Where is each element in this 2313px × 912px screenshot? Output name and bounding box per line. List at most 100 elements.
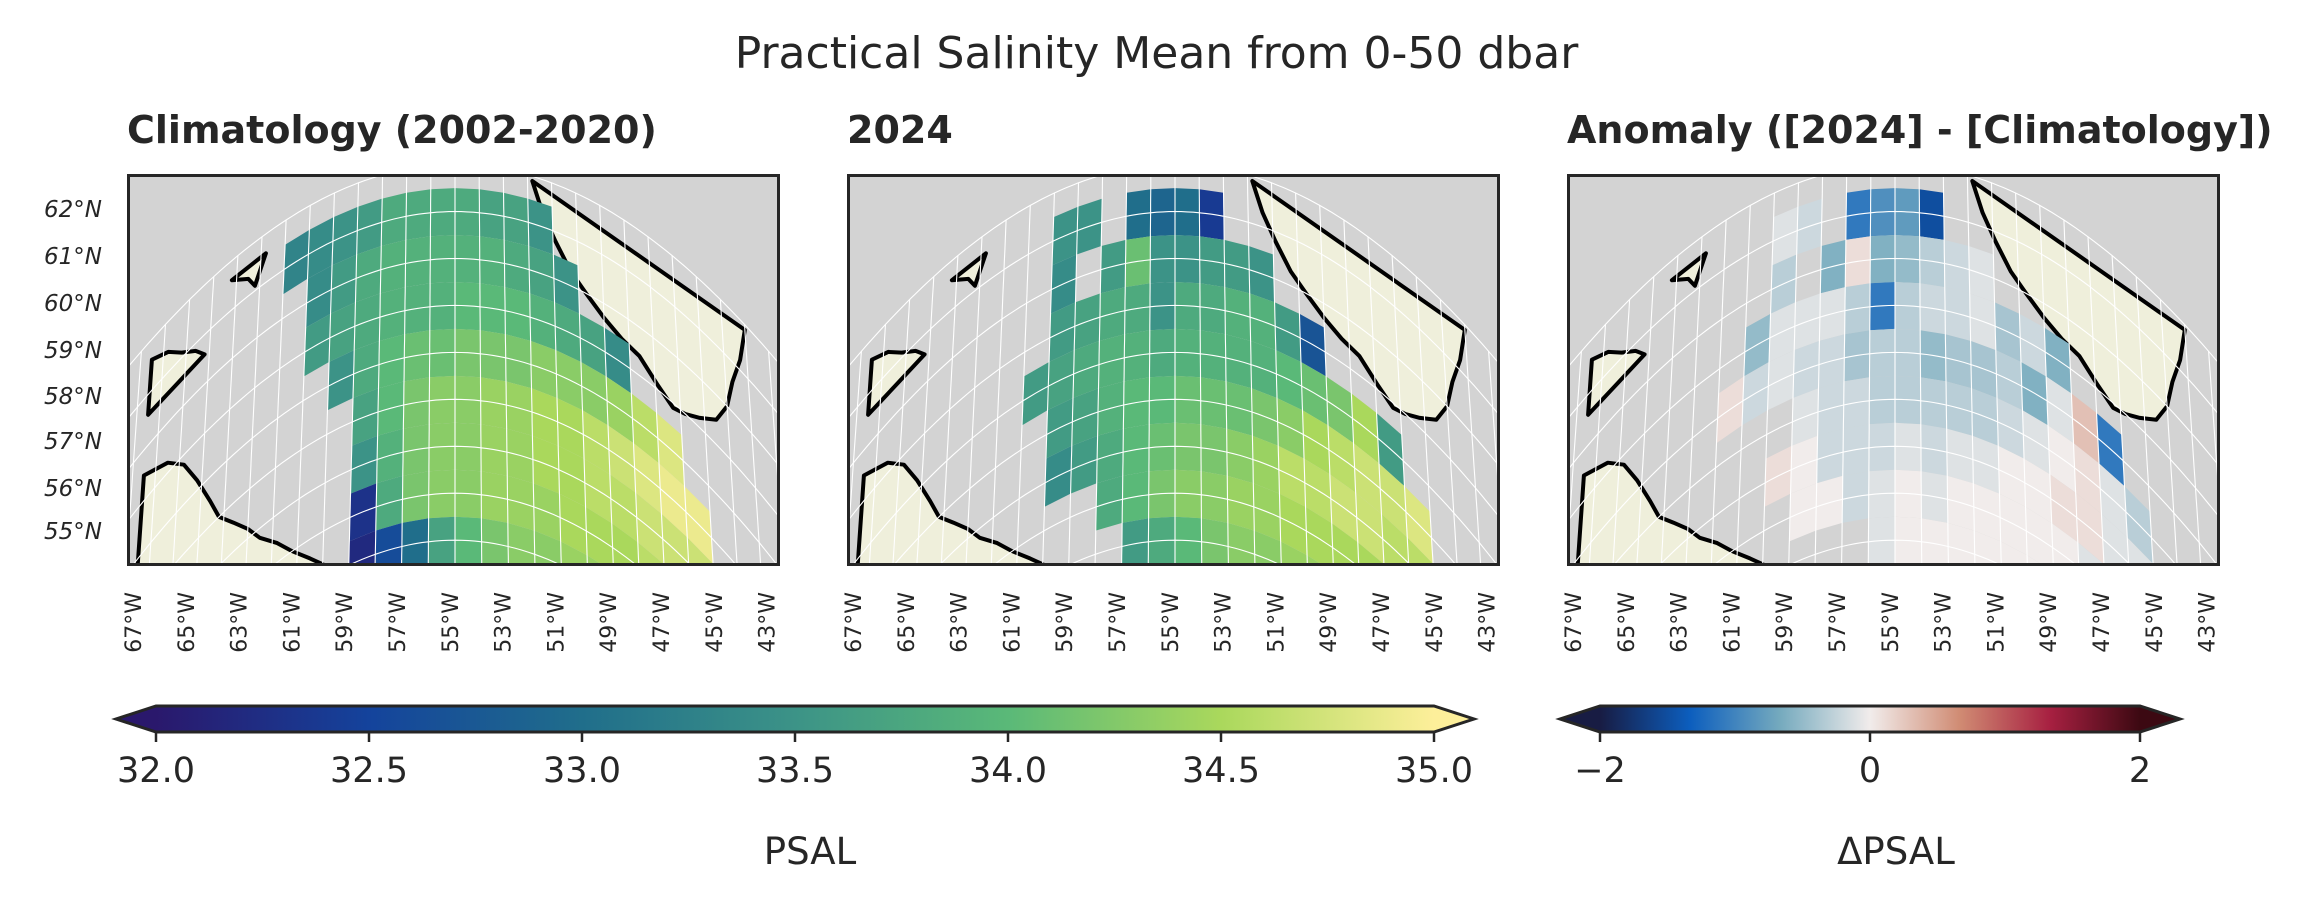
parallel [847, 174, 1500, 370]
colorbar-label-psal: PSAL [763, 830, 857, 873]
meridian [2063, 219, 2080, 566]
meridian [2159, 299, 2178, 566]
meridian [127, 351, 142, 562]
meridian [296, 205, 311, 566]
meridian [2208, 351, 2220, 520]
colorbar-extend-high [2140, 706, 2180, 732]
meridian [695, 276, 714, 566]
lon-tick-label: 61°W [1720, 592, 1745, 653]
meridian [1762, 192, 1775, 566]
parallel [1612, 398, 2178, 566]
meridian [1246, 174, 1256, 566]
meridian [2183, 324, 2202, 566]
parallel [271, 492, 639, 566]
meridian [847, 351, 862, 562]
colorbar-tick-label: 34.0 [969, 751, 1047, 791]
data-cell [481, 518, 509, 566]
meridian [1710, 219, 1727, 566]
lon-tick-label: 57°W [1106, 592, 1131, 653]
lon-tick-label: 55°W [439, 592, 464, 653]
lon-tick-label: 47°W [1370, 592, 1395, 653]
lon-tick-label: 61°W [1000, 592, 1025, 653]
map-panel-0 [127, 174, 780, 566]
lat-tick-label: 62°N [44, 197, 102, 223]
data-cell [1331, 523, 1359, 566]
lon-tick-label: 63°W [228, 592, 253, 653]
lon-tick-label: 65°W [1615, 592, 1640, 653]
parallel [991, 492, 1359, 566]
lon-tick-label: 55°W [1159, 592, 1184, 653]
lon-tick-label: 43°W [2196, 592, 2221, 653]
data-cell [2077, 542, 2104, 566]
panel-title-2024: 2024 [847, 108, 953, 152]
lon-tick-label: 49°W [597, 592, 622, 653]
meridian [647, 236, 665, 566]
map-frame [847, 174, 1500, 566]
parallel [1567, 174, 2220, 370]
data-cell [2051, 523, 2079, 566]
landmass-labrador [1575, 460, 1772, 566]
meridian [1367, 236, 1385, 566]
landmass-baffin-east [949, 251, 988, 288]
lon-tick-label: 67°W [122, 592, 147, 653]
colorbar-tick-label: 35.0 [1395, 751, 1473, 791]
lon-tick-label: 67°W [1562, 592, 1587, 653]
data-cell [1381, 513, 1409, 566]
lon-tick-label: 57°W [1826, 592, 1851, 653]
data-cell [611, 523, 639, 566]
lon-tick-label: 63°W [1668, 592, 1693, 653]
data-cell [1921, 518, 1949, 566]
data-cell [2000, 541, 2028, 566]
meridian [502, 174, 509, 566]
parallel [847, 304, 1500, 523]
meridian [1942, 174, 1949, 566]
meridian [743, 324, 762, 566]
meridian [1867, 174, 1872, 566]
data-cell [1121, 518, 1149, 566]
parallel [847, 257, 1500, 472]
meridian [990, 219, 1007, 566]
parallel [1567, 211, 2220, 421]
meridian [1612, 299, 1631, 566]
parallel [1657, 445, 2133, 566]
colorbar-extend-high [1434, 706, 1474, 732]
meridian [1567, 351, 1582, 562]
meridian [1660, 255, 1679, 566]
colorbar-tick-label: −2 [1574, 751, 1626, 791]
colorbar-tick-label: 33.0 [543, 751, 621, 791]
meridian [1588, 324, 1607, 566]
meridian [1918, 174, 1923, 566]
parallel [892, 398, 1458, 566]
colorbar-extend-low [1560, 706, 1600, 732]
lon-tick-label: 65°W [175, 592, 200, 653]
colorbar-tick-label: 33.5 [756, 751, 834, 791]
colorbar-gradient [1600, 706, 2140, 732]
data-cell [401, 518, 429, 566]
meridian [768, 351, 780, 520]
meridian [1319, 205, 1334, 566]
colorbar-psal: 32.0 32.5 33.0 33.5 34.0 34.5 35.0 [111, 704, 1479, 791]
meridian [1198, 174, 1203, 566]
parallel [937, 445, 1413, 566]
parallel [1065, 539, 1285, 566]
meridian [196, 276, 215, 566]
map-panel-2 [1567, 174, 2220, 566]
figure-title: Practical Salinity Mean from 0-50 dbar [734, 28, 1579, 79]
meridian [1841, 174, 1848, 566]
meridian [2087, 236, 2105, 566]
landmass-labrador [855, 460, 1052, 566]
parallel [847, 211, 1500, 421]
lon-tick-label: 55°W [1879, 592, 1904, 653]
lon-tick-label: 47°W [650, 592, 675, 653]
meridian [916, 276, 935, 566]
colorbar-tick-label: 32.5 [330, 751, 408, 791]
landmass-baffin-east [1669, 251, 1708, 288]
data-cell [1227, 522, 1255, 566]
colorbar-delta-psal: −2 0 2 [1555, 704, 2185, 791]
meridian [270, 219, 287, 566]
map-frame [127, 174, 780, 566]
meridian [1439, 299, 1458, 566]
meridian [623, 219, 640, 566]
data-cell [661, 513, 689, 566]
lon-tick-label: 53°W [1932, 592, 1957, 653]
